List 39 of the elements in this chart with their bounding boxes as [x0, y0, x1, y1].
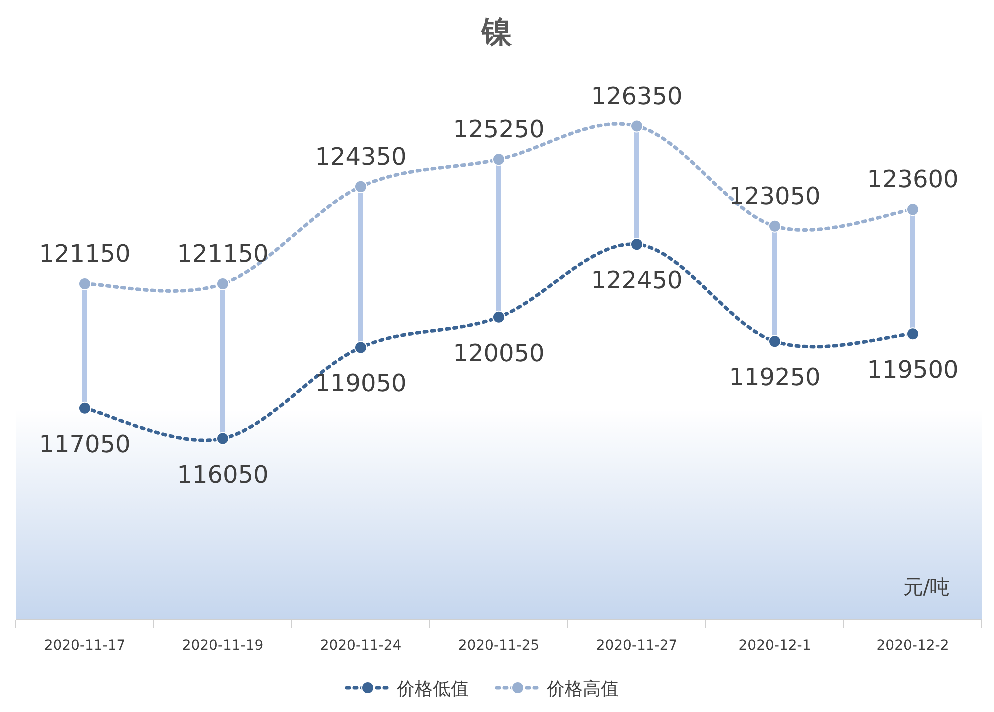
x-tick-label: 2020-11-17 [44, 638, 126, 654]
x-tick-label: 2020-11-25 [458, 638, 540, 654]
chart-title: 镍 [481, 15, 513, 50]
x-tick-label: 2020-11-24 [320, 638, 402, 654]
legend-label: 价格高值 [546, 679, 619, 700]
data-label: 119250 [729, 364, 821, 392]
point [906, 328, 920, 341]
point [78, 402, 92, 415]
data-label: 120050 [453, 339, 545, 368]
data-label: 119500 [867, 356, 959, 384]
text: 元/吨 [903, 575, 950, 599]
data-label: 121150 [177, 240, 269, 268]
point [630, 238, 644, 252]
legend-label: 价格低值 [396, 679, 469, 700]
point [216, 278, 230, 291]
data-label: 126350 [591, 82, 683, 110]
data-label: 119050 [315, 370, 407, 398]
data-label: 121150 [39, 240, 131, 268]
point [354, 180, 368, 194]
x-tick-label: 2020-11-27 [596, 638, 678, 654]
data-label: 122450 [591, 266, 683, 295]
x-tick-label: 2020-12-2 [876, 638, 950, 654]
point [216, 432, 230, 446]
data-label: 116050 [177, 460, 269, 489]
x-tick-label: 2020-12-1 [738, 638, 812, 654]
point [768, 335, 782, 348]
point [492, 310, 506, 324]
point [630, 120, 644, 133]
point [906, 203, 920, 216]
point [78, 278, 92, 291]
point [492, 153, 506, 166]
data-label: 123600 [867, 166, 959, 194]
data-label: 123050 [729, 182, 821, 210]
point [768, 220, 782, 233]
data-label: 117050 [39, 430, 131, 458]
data-label: 124350 [315, 142, 407, 171]
x-tick-label: 2020-11-19 [182, 638, 264, 654]
point [354, 341, 368, 354]
data-label: 125250 [453, 116, 545, 144]
